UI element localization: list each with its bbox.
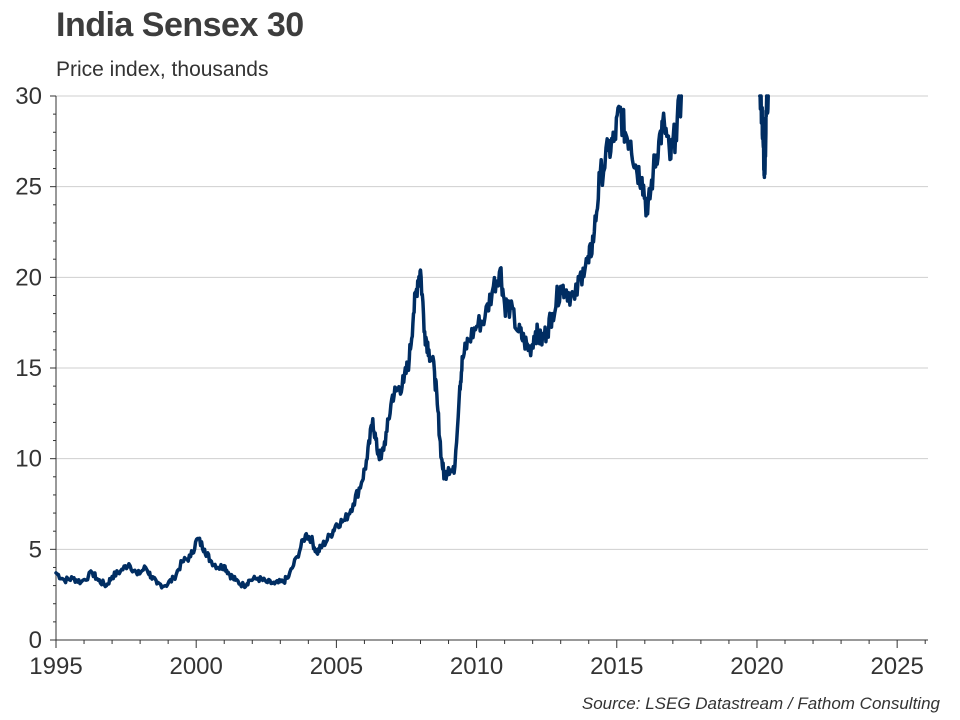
series-layer [54, 94, 770, 590]
gridlines [56, 95, 928, 550]
series-line-0 [54, 94, 684, 590]
chart-subtitle: Price index, thousands [56, 58, 269, 81]
y-tick-label: 15 [15, 355, 42, 382]
x-tick-label: 1995 [29, 653, 82, 680]
y-tick-label: 20 [15, 264, 42, 291]
x-tick-label: 2020 [730, 653, 783, 680]
x-tick-label: 2015 [590, 653, 643, 680]
series-line-1 [758, 94, 770, 180]
x-tick-label: 2000 [169, 653, 222, 680]
y-tick-label: 30 [15, 83, 42, 110]
x-tick-label: 2005 [310, 653, 363, 680]
chart-source: Source: LSEG Datastream / Fathom Consult… [581, 694, 940, 713]
y-tick-label: 0 [29, 627, 42, 654]
x-tick-label: 2010 [450, 653, 503, 680]
y-tick-label: 25 [15, 174, 42, 201]
y-tick-label: 10 [15, 446, 42, 473]
axes [50, 95, 928, 648]
y-tick-label: 5 [29, 536, 42, 563]
chart-title: India Sensex 30 [56, 6, 304, 44]
x-tick-label: 2025 [870, 653, 923, 680]
